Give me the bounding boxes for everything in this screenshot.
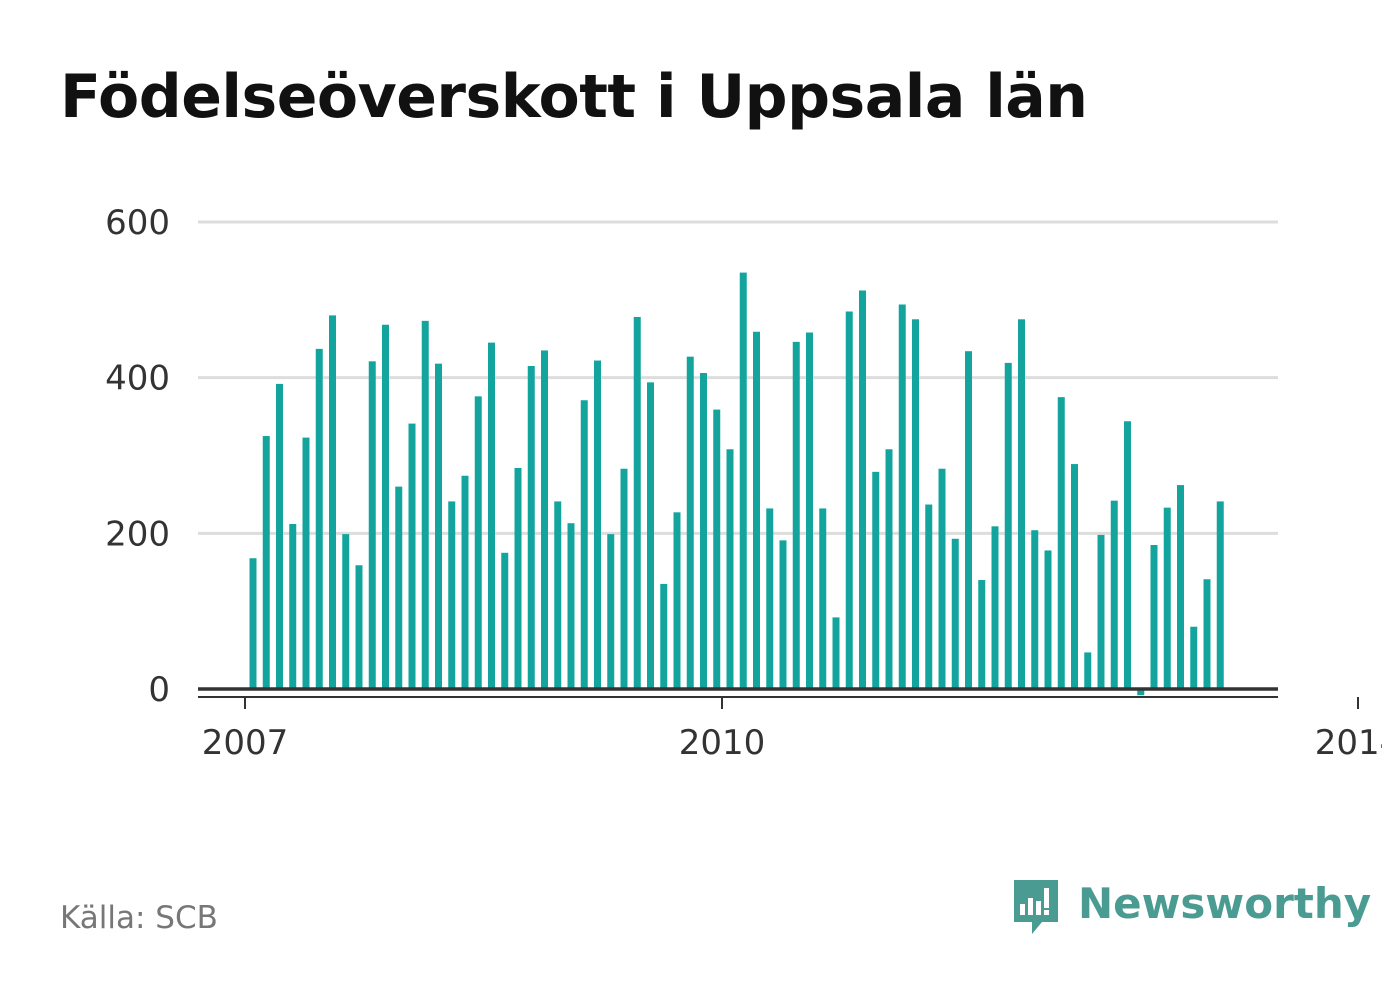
bar xyxy=(1124,421,1131,689)
bar xyxy=(686,356,694,689)
bar xyxy=(382,324,389,689)
bars xyxy=(249,272,1224,696)
bar xyxy=(289,523,297,689)
bar xyxy=(355,565,363,689)
y-tick-label: 600 xyxy=(105,203,170,243)
bar xyxy=(885,449,893,689)
bar xyxy=(1084,652,1092,689)
bar xyxy=(1150,545,1158,689)
bar xyxy=(527,365,535,689)
bar xyxy=(1004,362,1012,689)
bar xyxy=(806,332,813,689)
bar xyxy=(978,580,986,689)
bar xyxy=(739,272,747,689)
bar xyxy=(647,382,654,689)
bar xyxy=(753,331,760,689)
bar xyxy=(1190,626,1198,689)
y-tick-label: 0 xyxy=(148,670,170,710)
bar xyxy=(1018,319,1025,689)
bar xyxy=(421,320,429,689)
bar xyxy=(1177,485,1184,689)
source-label: Källa: SCB xyxy=(60,900,218,936)
bar xyxy=(580,400,588,689)
bar xyxy=(1203,579,1211,689)
bar xyxy=(898,304,906,689)
bar xyxy=(845,311,853,689)
bar xyxy=(965,351,972,689)
bar xyxy=(1110,500,1118,689)
bar xyxy=(435,363,442,689)
bar xyxy=(329,315,336,689)
bar xyxy=(554,501,562,689)
bar xyxy=(673,512,681,689)
bar xyxy=(660,583,668,689)
bar xyxy=(541,350,548,689)
bar xyxy=(262,436,270,689)
bar xyxy=(488,342,495,689)
bar xyxy=(1137,689,1145,696)
bar xyxy=(514,467,522,689)
bar xyxy=(448,501,456,689)
bar xyxy=(395,486,403,689)
bar xyxy=(792,341,800,689)
x-tick-label: 2010 xyxy=(679,723,766,763)
bar xyxy=(342,534,350,689)
bar xyxy=(1097,534,1105,689)
bar xyxy=(872,471,880,689)
bar xyxy=(368,361,376,689)
bar xyxy=(408,423,416,689)
bar xyxy=(461,475,469,689)
bar xyxy=(819,508,827,689)
bar xyxy=(951,538,959,689)
bar xyxy=(594,360,601,689)
bar xyxy=(991,526,999,689)
bar xyxy=(1163,507,1171,689)
y-tick-label: 200 xyxy=(105,514,170,554)
bar xyxy=(276,383,283,689)
bar xyxy=(633,316,641,689)
brand-name: Newsworthy xyxy=(1078,878,1372,928)
bar xyxy=(726,449,734,689)
bar xyxy=(766,508,774,689)
gridlines: 0 200 400 600 xyxy=(105,203,1278,710)
bar xyxy=(1031,530,1039,689)
bar xyxy=(315,348,323,689)
x-tick-label: 2014 xyxy=(1315,723,1382,763)
bar xyxy=(302,437,310,689)
brand-logo: Newsworthy xyxy=(1010,876,1371,940)
bar xyxy=(912,319,919,689)
bar xyxy=(1216,501,1224,689)
bar xyxy=(501,552,509,689)
bar xyxy=(1044,550,1052,689)
bar xyxy=(859,290,866,689)
bar xyxy=(249,558,257,689)
bar xyxy=(620,468,628,689)
bar xyxy=(1071,464,1078,689)
bar xyxy=(1057,397,1065,690)
bar xyxy=(779,540,787,689)
axes: 200720102014201820222025 xyxy=(198,687,1382,763)
bar-chart-logo-icon xyxy=(1014,880,1058,934)
bar xyxy=(474,396,482,689)
bar xyxy=(700,373,707,689)
bar xyxy=(607,534,615,689)
bar xyxy=(925,504,933,689)
x-tick-label: 2007 xyxy=(202,723,289,763)
bar xyxy=(832,617,840,689)
bar xyxy=(713,409,721,689)
bar xyxy=(567,523,575,689)
bar xyxy=(938,468,946,689)
y-tick-label: 400 xyxy=(105,359,170,399)
chart-title: Födelseöverskott i Uppsala län xyxy=(60,62,1088,132)
